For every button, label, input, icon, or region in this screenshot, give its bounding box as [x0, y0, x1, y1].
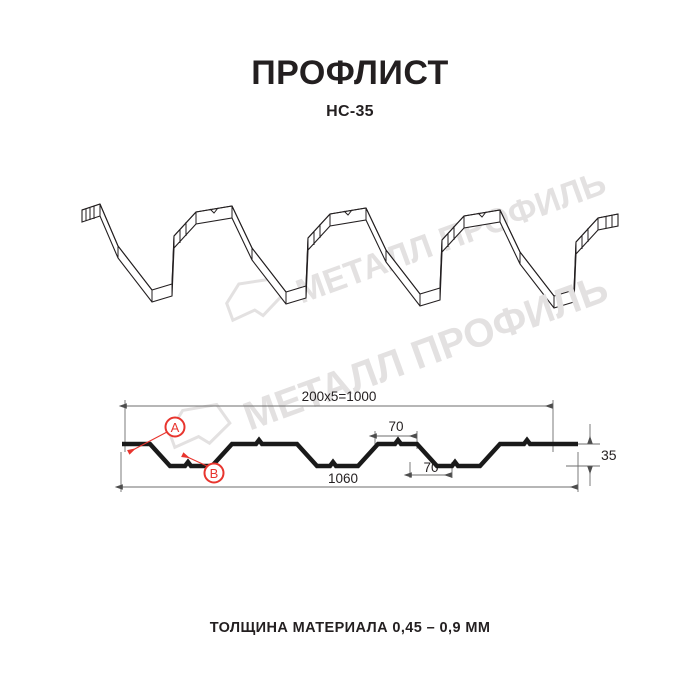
callout-a-leader [126, 431, 168, 455]
dim-top-flat-label: 70 [388, 419, 403, 434]
callout-b-leader [181, 452, 208, 467]
callout-b: B [181, 452, 225, 484]
watermark-text: МЕТАЛЛ ПРОФИЛЬ [238, 266, 614, 439]
callout-a-label: A [171, 420, 180, 435]
dim-height [566, 424, 600, 486]
material-thickness-note: ТОЛЩИНА МАТЕРИАЛА 0,45 – 0,9 ММ [209, 620, 491, 636]
dim-overall-width [114, 452, 579, 492]
isometric-sheet [81, 203, 619, 309]
profile-outline [122, 436, 578, 469]
sheet-fold-lines [85, 204, 613, 308]
callout-b-label: B [210, 466, 219, 481]
dim-pitch-total-label: 200x5=1000 [302, 389, 377, 404]
dim-overall-width-label: 1060 [328, 471, 358, 486]
callout-a-circle [164, 416, 186, 438]
sheet-rib-lines [81, 203, 619, 297]
product-code: НС-35 [326, 103, 374, 120]
sheet-stiffener-notches [209, 207, 487, 218]
brand-logo-icon [225, 277, 284, 323]
page-title: ПРОФЛИСТ [251, 54, 449, 92]
watermark-bottom: МЕТАЛЛ ПРОФИЛЬ [167, 266, 614, 450]
dim-height-label: 35 [601, 447, 617, 463]
brand-logo-icon [167, 402, 232, 450]
callout-a: A [126, 416, 186, 455]
callout-b-circle [203, 462, 225, 484]
